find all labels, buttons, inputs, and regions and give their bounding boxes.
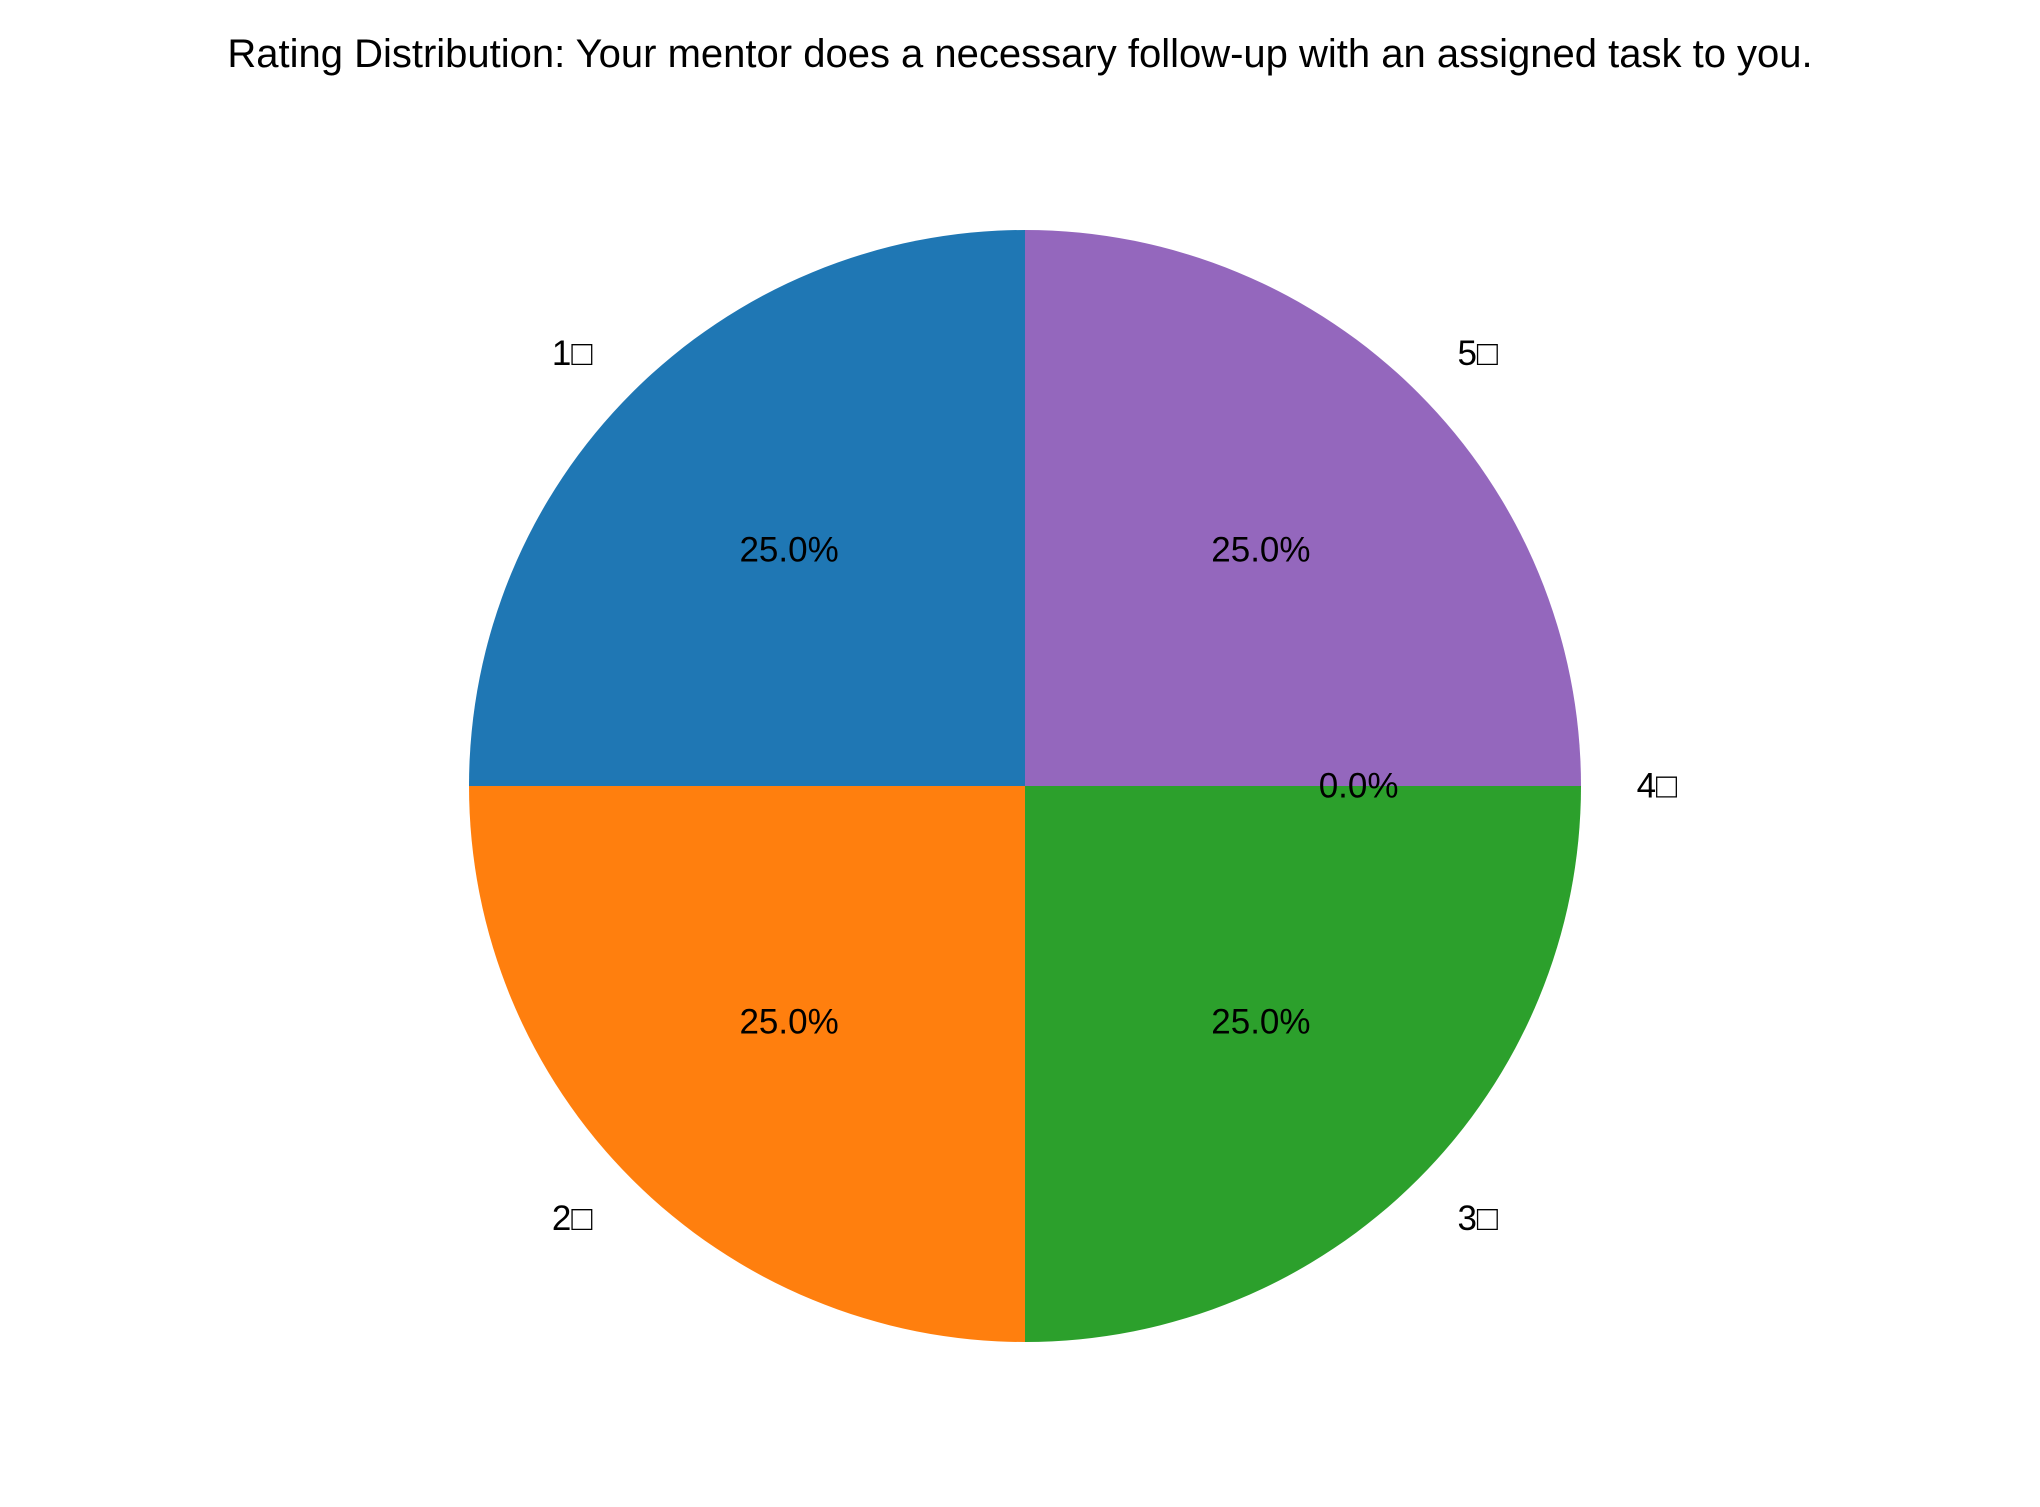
slice-3-pct-label: 25.0% (1211, 1002, 1310, 1041)
slice-3-label: 3□ (1457, 1199, 1498, 1238)
slice-4-label: 4□ (1637, 767, 1678, 806)
pie-slice-1 (469, 230, 1025, 786)
slice-5-pct-label: 25.0% (1211, 531, 1310, 570)
chart-title: Rating Distribution: Your mentor does a … (227, 32, 1812, 76)
pie-labels: 1□ 25.0% 2□ 25.0% 3□ 25.0% 4□ 0.0% 5□ 25.0% (552, 334, 1677, 1238)
pie-slices (469, 230, 1581, 1342)
slice-5-label: 5□ (1457, 334, 1498, 373)
slice-4-pct-label: 0.0% (1319, 767, 1399, 806)
slice-1-pct-label: 25.0% (739, 531, 838, 570)
pie-slice-3 (1025, 786, 1581, 1342)
slice-1-label: 1□ (552, 334, 593, 373)
pie-slice-5 (1025, 230, 1581, 786)
slice-2-label: 2□ (552, 1199, 593, 1238)
pie-slice-2 (469, 786, 1025, 1342)
slice-2-pct-label: 25.0% (739, 1002, 838, 1041)
